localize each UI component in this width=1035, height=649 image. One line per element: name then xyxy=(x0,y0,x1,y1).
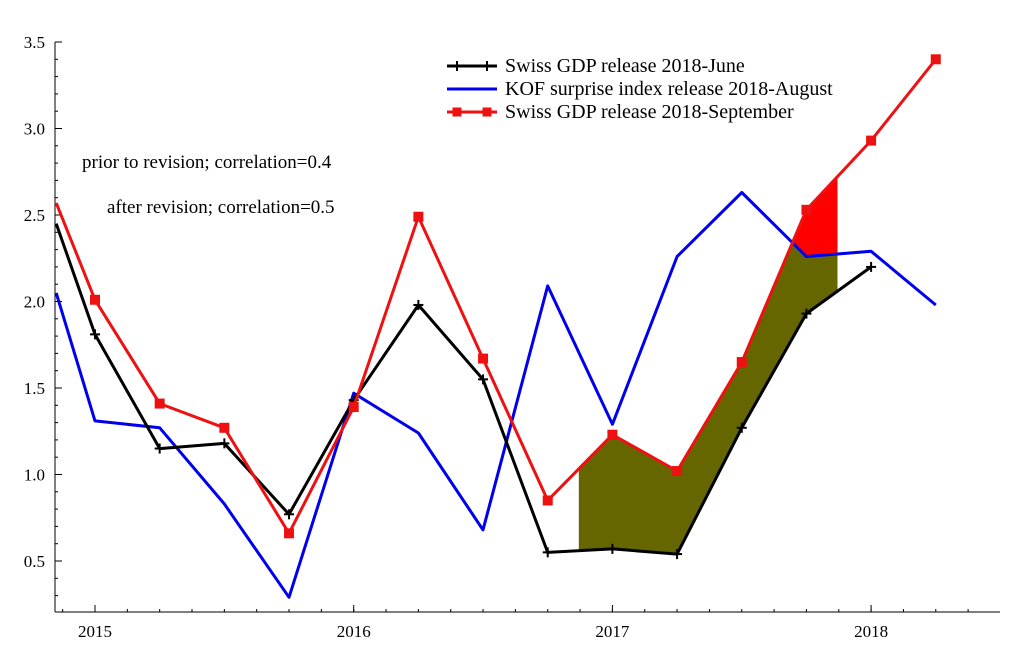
series-line xyxy=(54,191,937,599)
series-layer xyxy=(54,54,941,599)
data-point xyxy=(736,422,747,433)
data-point xyxy=(348,402,359,413)
data-point xyxy=(542,495,553,506)
shaded-regions xyxy=(578,176,838,555)
shaded-region-2 xyxy=(793,176,838,257)
legend-label: KOF surprise index release 2018-August xyxy=(505,78,833,100)
data-point xyxy=(866,261,877,272)
x-tick-label: 2018 xyxy=(854,622,888,641)
data-point xyxy=(90,294,100,305)
y-tick-label: 1.0 xyxy=(24,466,45,485)
x-ticks: 2015 2016 2017 2018 xyxy=(62,605,969,641)
y-tick-label: 2.5 xyxy=(24,206,45,225)
data-point xyxy=(672,466,683,477)
legend-label: Swiss GDP release 2018-September xyxy=(505,101,794,123)
y-tick-label: 2.0 xyxy=(24,293,45,312)
annotation-after: after revision; correlation=0.5 xyxy=(107,197,335,218)
data-point xyxy=(284,528,295,539)
data-point xyxy=(542,547,553,558)
shaded-region-1 xyxy=(578,176,838,555)
x-tick-label: 2015 xyxy=(78,622,112,641)
data-point xyxy=(413,211,424,222)
series-3 xyxy=(54,54,941,539)
x-tick-label: 2017 xyxy=(595,622,630,641)
y-tick-label: 3.5 xyxy=(24,33,45,52)
data-point xyxy=(154,443,165,454)
data-point xyxy=(413,299,424,310)
data-point xyxy=(154,398,165,409)
data-point xyxy=(478,353,489,364)
y-tick-label: 1.5 xyxy=(24,379,45,398)
series-line xyxy=(54,223,872,556)
legend-label: Swiss GDP release 2018-June xyxy=(505,55,745,77)
axes xyxy=(54,42,1000,613)
y-ticks: 0.5 1.0 1.5 2.0 2.5 3.0 3.5 xyxy=(24,33,62,597)
data-point xyxy=(478,374,489,385)
data-point xyxy=(90,329,100,340)
data-point xyxy=(930,54,941,65)
data-point xyxy=(219,422,230,433)
data-point xyxy=(801,308,812,319)
legend-item: Swiss GDP release 2018-June xyxy=(447,55,745,77)
data-point xyxy=(866,135,877,146)
legend-item: Swiss GDP release 2018-September xyxy=(447,101,794,123)
data-point xyxy=(672,549,683,560)
series-2 xyxy=(54,191,937,599)
data-point xyxy=(607,429,618,440)
data-point xyxy=(736,357,747,368)
y-tick-label: 3.0 xyxy=(24,120,45,139)
annotation-prior: prior to revision; correlation=0.4 xyxy=(82,152,332,173)
y-tick-label: 0.5 xyxy=(24,552,45,571)
data-point xyxy=(219,438,230,449)
data-point xyxy=(607,543,618,554)
data-point xyxy=(284,509,295,520)
legend-item: KOF surprise index release 2018-August xyxy=(447,78,833,100)
x-tick-label: 2016 xyxy=(337,622,371,641)
annotations: prior to revision; correlation=0.4 after… xyxy=(82,152,335,218)
data-point xyxy=(801,204,812,215)
